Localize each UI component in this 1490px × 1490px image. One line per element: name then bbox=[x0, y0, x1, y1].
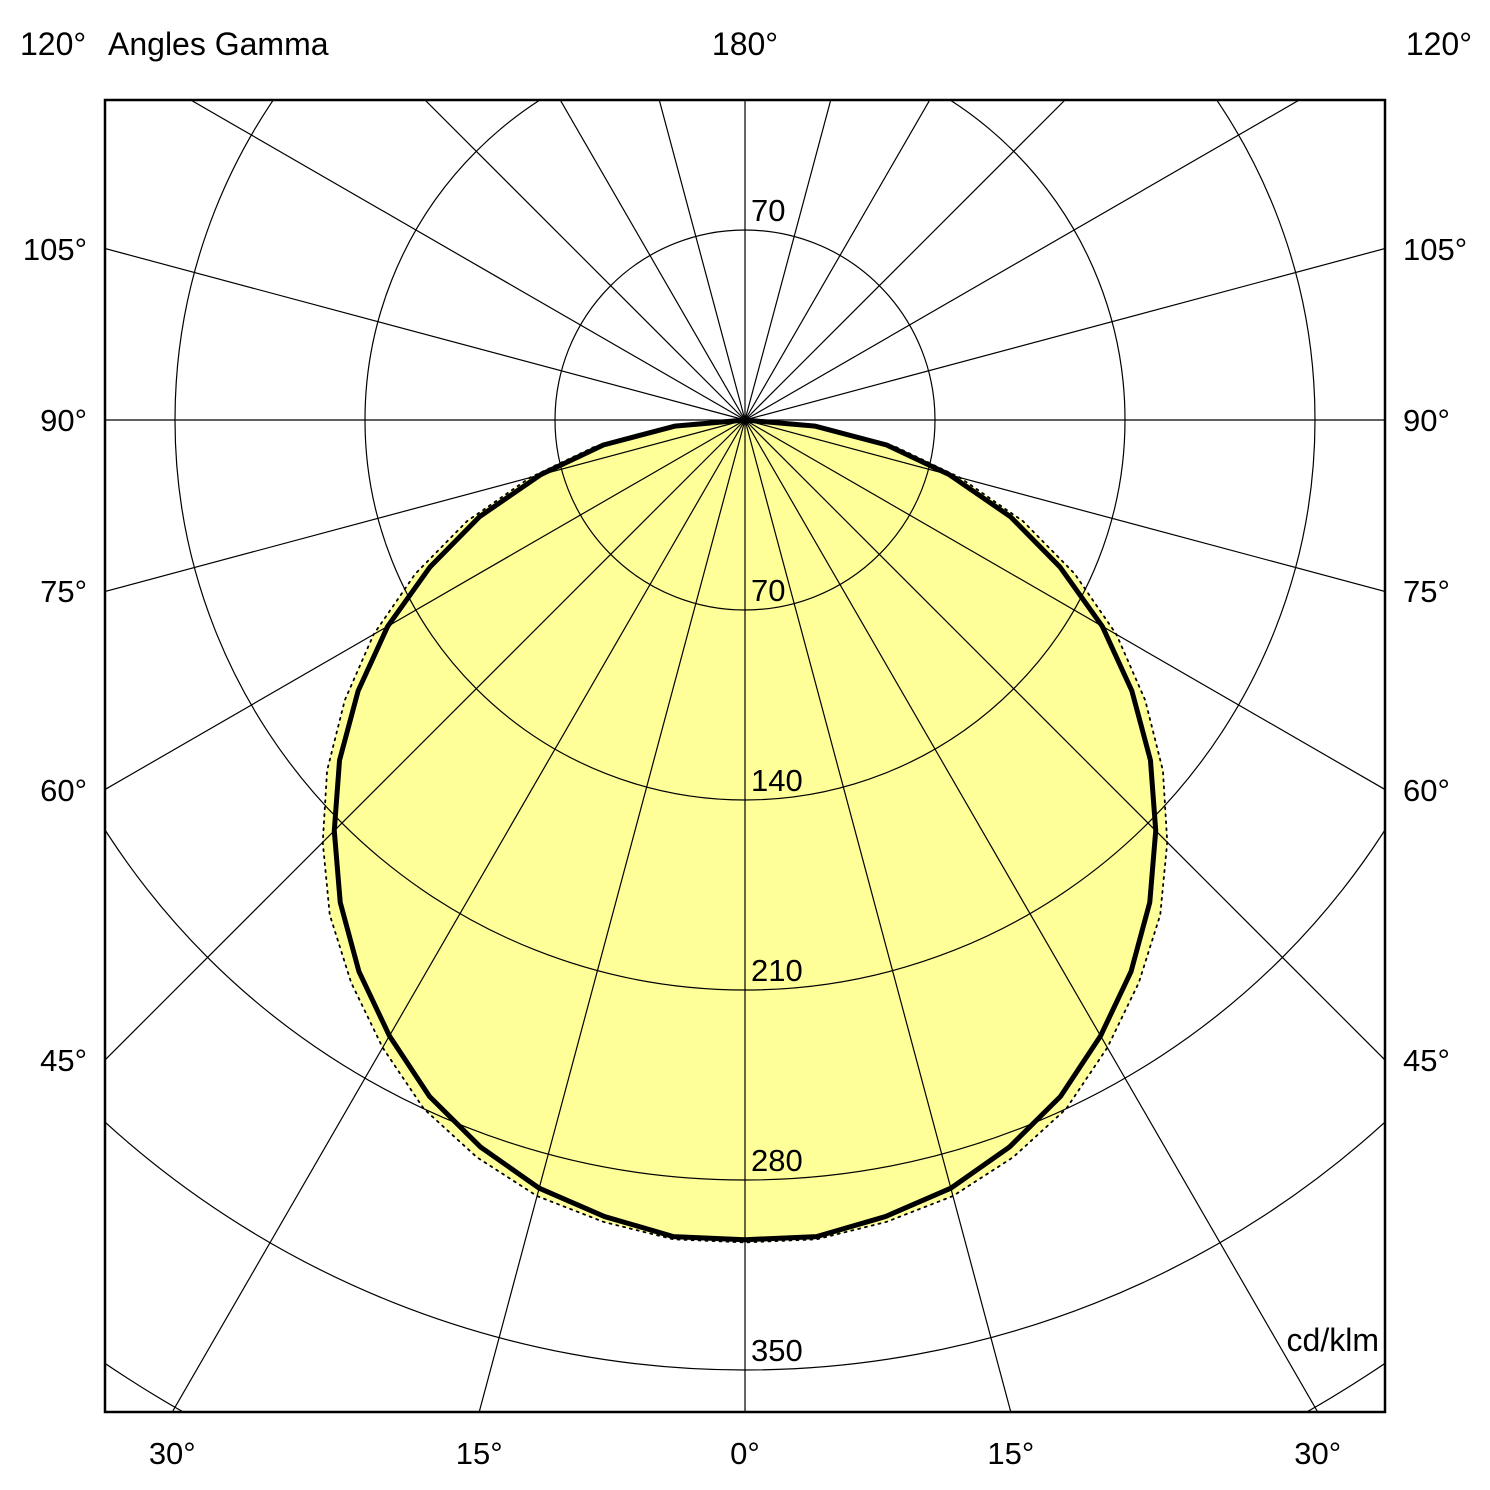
grid-ray-345 bbox=[478, 419, 746, 1412]
grid-ray-240 bbox=[189, 100, 746, 421]
grid-ray-30 bbox=[744, 419, 1319, 1412]
gamma-label-bottom--30: 30° bbox=[149, 1436, 196, 1471]
grid-ray-120 bbox=[744, 100, 1301, 421]
curve-c0-c180 bbox=[331, 417, 1159, 1243]
grid-ray-75 bbox=[744, 419, 1385, 593]
grid-ray-45 bbox=[744, 419, 1385, 1061]
gamma-label-right-75: 75° bbox=[1403, 574, 1450, 609]
gamma-label-right-60: 60° bbox=[1403, 773, 1450, 808]
curve-c90-c270 bbox=[321, 419, 1169, 1244]
grid-ray-150 bbox=[744, 100, 931, 421]
grid-ray-60 bbox=[744, 419, 1385, 791]
gamma-label-120-left: 120° bbox=[20, 26, 87, 62]
grid-ray-255 bbox=[105, 247, 746, 421]
ring-label-210: 210 bbox=[751, 953, 803, 988]
grid-ray-210 bbox=[559, 100, 746, 421]
grid-ray-225 bbox=[424, 100, 746, 421]
grid-ray-195 bbox=[658, 100, 746, 421]
ring-label-350: 350 bbox=[751, 1333, 803, 1368]
grid-ray-135 bbox=[744, 100, 1066, 421]
ring-label-280: 280 bbox=[751, 1143, 803, 1178]
gamma-label-left-105: 105° bbox=[23, 232, 87, 267]
gamma-label-right-105: 105° bbox=[1403, 232, 1467, 267]
gamma-label-180: 180° bbox=[711, 26, 779, 62]
gamma-label-bottom--15: 15° bbox=[456, 1436, 503, 1471]
gamma-label-bottom-30: 30° bbox=[1294, 1436, 1341, 1471]
grid-ray-15 bbox=[744, 419, 1012, 1412]
chart-title: Angles Gamma bbox=[108, 26, 329, 62]
grid-ray-285 bbox=[105, 419, 746, 593]
gamma-label-right-90: 90° bbox=[1403, 403, 1450, 438]
gamma-label-right-45: 45° bbox=[1403, 1043, 1450, 1078]
gamma-label-left-75: 75° bbox=[40, 574, 87, 609]
plot-border bbox=[103, 98, 1387, 1414]
ring-label-70: 70 bbox=[751, 573, 785, 608]
grid-ray-300 bbox=[105, 419, 746, 791]
gamma-label-left-90: 90° bbox=[40, 403, 87, 438]
gamma-label-bottom-15: 15° bbox=[987, 1436, 1034, 1471]
ring-label-140: 140 bbox=[751, 763, 803, 798]
gamma-label-left-45: 45° bbox=[40, 1043, 87, 1078]
grid-ray-330 bbox=[171, 419, 746, 1412]
grid-ray-165 bbox=[744, 100, 832, 421]
gamma-label-bottom-0: 0° bbox=[730, 1436, 760, 1471]
ring-label-top-70: 70 bbox=[751, 193, 785, 228]
unit-label: cd/klm bbox=[1286, 1322, 1379, 1358]
grid-ray-315 bbox=[105, 419, 746, 1061]
gamma-label-left-60: 60° bbox=[40, 773, 87, 808]
gamma-label-120-right: 120° bbox=[1405, 26, 1472, 62]
grid-ray-105 bbox=[744, 247, 1385, 421]
